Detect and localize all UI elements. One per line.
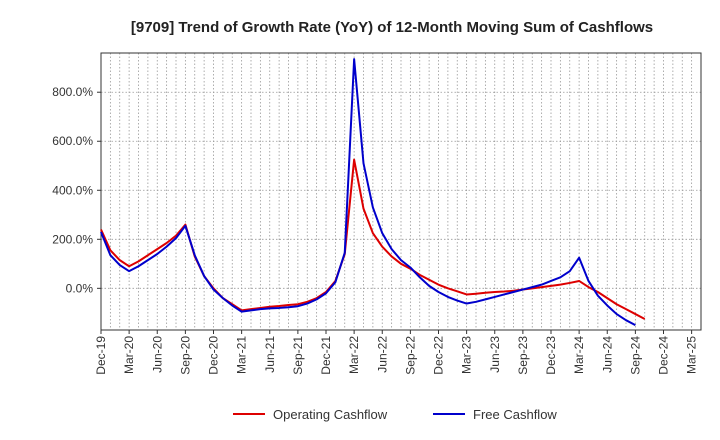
- x-tick-label: Mar-20: [122, 336, 136, 374]
- x-tick-label: Sep-23: [516, 336, 530, 375]
- x-tick-label: Dec-23: [544, 336, 558, 375]
- plot-area: [100, 52, 702, 331]
- x-tick-label: Dec-22: [432, 336, 446, 375]
- x-tick-label: Mar-24: [572, 336, 586, 374]
- y-tick-label: 600.0%: [52, 134, 93, 148]
- y-tick-label: 0.0%: [66, 281, 94, 295]
- y-tick-label: 800.0%: [52, 85, 93, 99]
- grid: [101, 53, 701, 330]
- x-tick-label: Mar-21: [235, 336, 249, 374]
- x-tick-label: Jun-24: [600, 336, 614, 373]
- x-tick-label: Mar-25: [685, 336, 699, 374]
- x-tick-label: Sep-20: [178, 336, 192, 375]
- legend-label-free-cashflow: Free Cashflow: [473, 407, 557, 422]
- y-tick-label: 400.0%: [52, 183, 93, 197]
- x-tick-label: Jun-23: [488, 336, 502, 373]
- y-tick-label: 200.0%: [52, 232, 93, 246]
- x-tick-label: Jun-20: [150, 336, 164, 373]
- x-tick-label: Sep-22: [403, 336, 417, 375]
- y-axis: 0.0% 200.0% 400.0% 600.0% 800.0%: [52, 85, 101, 295]
- x-tick-label: Dec-19: [94, 336, 108, 375]
- x-tick-label: Dec-24: [657, 336, 671, 375]
- x-tick-label: Mar-23: [460, 336, 474, 374]
- x-tick-label: Dec-20: [207, 336, 221, 375]
- legend: Operating Cashflow Free Cashflow: [233, 407, 557, 422]
- legend-label-operating-cashflow: Operating Cashflow: [273, 407, 388, 422]
- chart-title: [9709] Trend of Growth Rate (YoY) of 12-…: [131, 19, 653, 36]
- x-tick-label: Jun-22: [375, 336, 389, 373]
- series-line-free-cashflow: [100, 58, 636, 326]
- x-tick-label: Dec-21: [319, 336, 333, 375]
- x-tick-label: Mar-22: [347, 336, 361, 374]
- x-tick-label: Jun-21: [263, 336, 277, 373]
- x-tick-label: Sep-24: [628, 336, 642, 375]
- series-lines: [100, 58, 646, 326]
- x-tick-label: Sep-21: [291, 336, 305, 375]
- x-axis: Dec-19 Mar-20 Jun-20 Sep-20 Dec-20 Mar-21 Jun-…: [94, 330, 699, 375]
